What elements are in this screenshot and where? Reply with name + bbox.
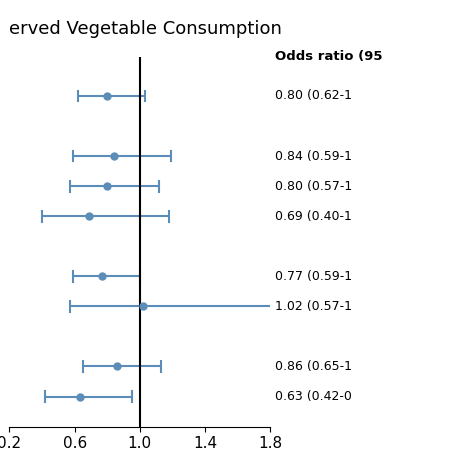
Text: 0.77 (0.59-1: 0.77 (0.59-1 [275,270,352,283]
Text: Odds ratio (95: Odds ratio (95 [275,50,383,64]
Text: 0.63 (0.42-0: 0.63 (0.42-0 [275,390,352,403]
Text: 0.80 (0.62-1: 0.80 (0.62-1 [275,90,352,102]
Text: 0.86 (0.65-1: 0.86 (0.65-1 [275,360,352,373]
Text: 0.84 (0.59-1: 0.84 (0.59-1 [275,150,352,163]
Text: 1.02 (0.57-1: 1.02 (0.57-1 [275,300,352,313]
Text: 0.80 (0.57-1: 0.80 (0.57-1 [275,180,352,192]
Text: erved Vegetable Consumption: erved Vegetable Consumption [9,20,283,38]
Text: 0.69 (0.40-1: 0.69 (0.40-1 [275,210,352,223]
